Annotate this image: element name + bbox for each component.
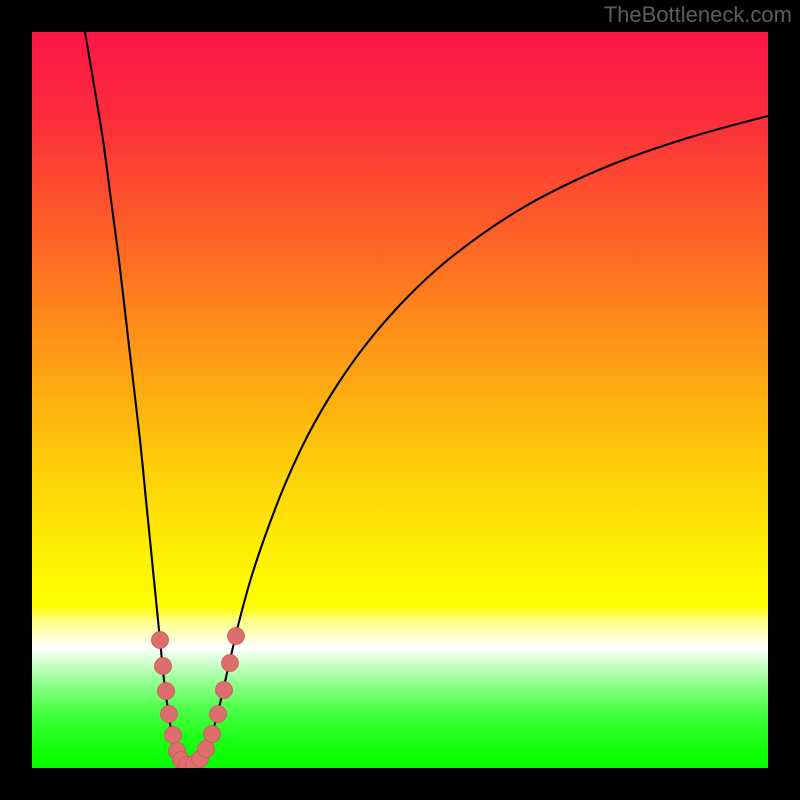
- data-marker: [158, 683, 175, 700]
- data-marker: [165, 727, 182, 744]
- data-marker: [222, 655, 239, 672]
- data-marker: [216, 682, 233, 699]
- data-marker: [161, 706, 178, 723]
- data-marker: [204, 726, 221, 743]
- data-marker: [155, 658, 172, 675]
- marker-group: [152, 628, 245, 774]
- bottleneck-curve: [85, 32, 768, 765]
- data-marker: [198, 741, 215, 758]
- data-marker: [228, 628, 245, 645]
- bottleneck-chart: TheBottleneck.com: [0, 0, 800, 800]
- data-marker: [152, 632, 169, 649]
- chart-svg: [0, 0, 800, 800]
- data-marker: [210, 706, 227, 723]
